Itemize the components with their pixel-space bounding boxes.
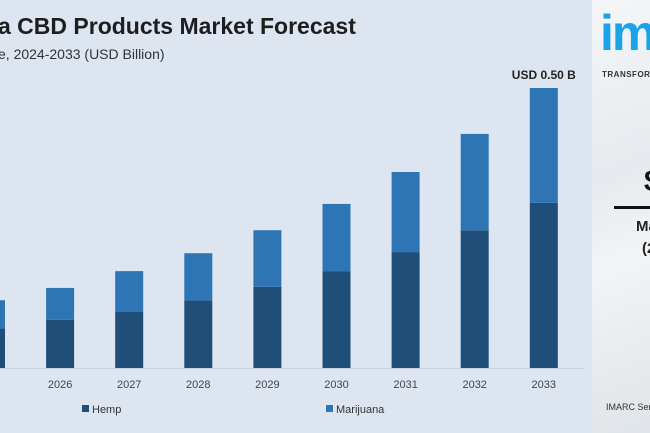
bar-hemp-2032 bbox=[460, 230, 489, 368]
bar-marijuana-2026 bbox=[46, 287, 75, 320]
legend-swatch-hemp bbox=[82, 405, 89, 412]
x-tick-label-2029: 2029 bbox=[255, 379, 279, 391]
bar-marijuana-2027 bbox=[115, 271, 144, 312]
stacked-bar-chart: 520262027202820292030203120322033USD 0.5… bbox=[0, 68, 585, 416]
data-label-2033: USD 0.50 B bbox=[512, 68, 576, 82]
x-tick-label-2027: 2027 bbox=[117, 379, 141, 391]
logo-tagline: TRANSFOR bbox=[602, 70, 650, 79]
bar-marijuana-2028 bbox=[184, 253, 213, 301]
bar-hemp-2025 bbox=[0, 328, 5, 368]
bar-marijuana-2029 bbox=[253, 230, 282, 287]
legend-swatch-marijuana bbox=[326, 405, 333, 412]
imarc-logo: im bbox=[600, 5, 650, 61]
x-tick-label-2026: 2026 bbox=[48, 379, 72, 391]
bar-hemp-2026 bbox=[46, 319, 75, 368]
chart-title: a CBD Products Market Forecast bbox=[0, 13, 356, 39]
x-tick-label-2030: 2030 bbox=[324, 379, 348, 391]
bar-hemp-2027 bbox=[115, 312, 144, 368]
bar-marijuana-2031 bbox=[391, 172, 420, 253]
market-label: Ma bbox=[636, 218, 650, 235]
x-tick-label-2028: 2028 bbox=[186, 379, 210, 391]
x-tick-label-2031: 2031 bbox=[393, 379, 417, 391]
legend-label-hemp: Hemp bbox=[92, 404, 121, 416]
x-tick-label-2033: 2033 bbox=[532, 379, 556, 391]
info-panel: im TRANSFOR $ Ma (2 IMARC Ser bbox=[592, 0, 650, 433]
bar-marijuana-2030 bbox=[322, 203, 351, 272]
bar-hemp-2029 bbox=[253, 286, 282, 368]
year-label: (2 bbox=[642, 240, 650, 257]
bar-hemp-2031 bbox=[391, 252, 420, 368]
market-value: $ bbox=[644, 165, 650, 199]
chart-subtitle: e, 2024-2033 (USD Billion) bbox=[0, 46, 165, 62]
legend-label-marijuana: Marijuana bbox=[336, 404, 385, 416]
bar-hemp-2030 bbox=[322, 271, 351, 368]
bar-marijuana-2032 bbox=[460, 133, 489, 231]
x-tick-label-2032: 2032 bbox=[462, 379, 486, 391]
bar-marijuana-2025 bbox=[0, 300, 5, 329]
bar-hemp-2033 bbox=[529, 202, 558, 368]
bar-hemp-2028 bbox=[184, 300, 213, 368]
source-label: IMARC Ser bbox=[606, 402, 650, 412]
bar-marijuana-2033 bbox=[529, 88, 558, 203]
divider bbox=[614, 206, 650, 209]
